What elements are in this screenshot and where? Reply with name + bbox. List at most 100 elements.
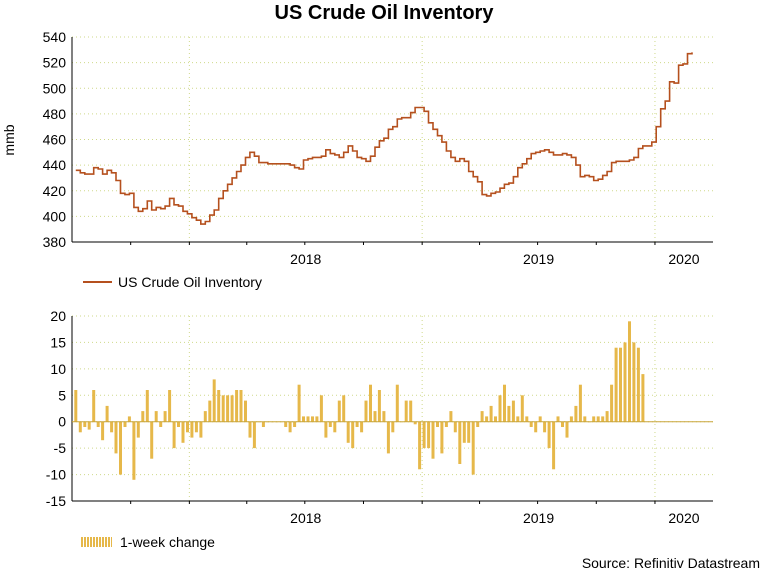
weekly-change-bar <box>337 400 341 422</box>
inventory-y-tick-label: 460 <box>43 132 67 148</box>
weekly-change-bar <box>239 390 243 422</box>
weekly-change-bar <box>592 416 596 422</box>
inventory-y-tick-label: 420 <box>43 183 67 199</box>
inventory-y-tick-label: 400 <box>43 208 67 224</box>
weekly-change-bar <box>235 390 239 422</box>
weekly-change-bar <box>628 321 631 422</box>
weekly-change-bar <box>190 421 194 438</box>
weekly-change-bar <box>119 421 122 475</box>
weekly-change-year-label: 2018 <box>290 510 321 526</box>
weekly-change-bar <box>208 400 212 422</box>
weekly-change-bar <box>543 421 547 433</box>
weekly-change-bar <box>619 347 622 422</box>
weekly-change-bar <box>141 411 145 422</box>
weekly-change-legend: 1-week change <box>80 534 215 550</box>
weekly-change-bar <box>306 416 310 422</box>
weekly-change-bar <box>226 395 230 422</box>
weekly-change-bar <box>556 416 560 422</box>
weekly-change-bar <box>422 421 426 449</box>
weekly-change-bar <box>386 421 390 454</box>
weekly-change-bar <box>489 405 493 422</box>
weekly-change-bar <box>511 400 515 422</box>
weekly-change-bar <box>364 400 368 422</box>
weekly-change-bar <box>261 421 265 427</box>
weekly-change-bar <box>181 421 185 443</box>
weekly-change-bar <box>507 405 511 422</box>
weekly-change-bar <box>641 374 645 422</box>
weekly-change-bar <box>561 421 564 427</box>
weekly-change-bar <box>444 421 448 427</box>
weekly-change-bar <box>471 421 475 475</box>
weekly-change-bar <box>552 421 556 470</box>
weekly-change-bar <box>462 421 466 443</box>
weekly-change-year-label: 2019 <box>523 510 554 526</box>
weekly-change-bar <box>409 400 413 422</box>
weekly-change-y-tick-label: 5 <box>58 387 66 403</box>
weekly-change-bar <box>525 416 529 422</box>
weekly-change-bar <box>427 421 431 449</box>
weekly-change-bar <box>578 384 582 422</box>
weekly-change-bar <box>244 400 247 422</box>
weekly-change-bar <box>333 421 337 433</box>
inventory-legend-label: US Crude Oil Inventory <box>118 274 262 290</box>
inventory-y-tick-label: 380 <box>43 234 67 250</box>
weekly-change-bar <box>248 421 252 438</box>
weekly-change-bar <box>436 421 439 427</box>
weekly-change-bar <box>636 347 640 422</box>
inventory-y-tick-label: 440 <box>43 157 67 173</box>
weekly-change-bar <box>565 421 569 438</box>
weekly-change-bar <box>150 421 154 459</box>
weekly-change-bar <box>288 421 292 433</box>
inventory-panel: 380 400 420 440 460 480 500 520 540 2018 2019 2020 <box>43 29 713 267</box>
weekly-change-bar <box>74 390 78 422</box>
weekly-change-bar <box>293 421 297 427</box>
weekly-change-bar <box>163 411 167 422</box>
weekly-change-bar <box>596 416 600 422</box>
weekly-change-bar <box>328 421 332 427</box>
weekly-change-y-tick-label: 20 <box>50 308 66 324</box>
weekly-change-y-tick-label: 15 <box>50 334 66 350</box>
weekly-change-bar <box>212 379 216 422</box>
weekly-change-bar <box>315 416 319 422</box>
weekly-change-bar <box>453 421 457 433</box>
inventory-y-tick-label: 540 <box>43 29 67 45</box>
weekly-change-bar <box>154 411 158 422</box>
weekly-change-bar <box>297 384 301 422</box>
weekly-change-bar <box>605 411 609 422</box>
weekly-change-bar <box>87 421 91 430</box>
weekly-change-bar <box>413 421 417 425</box>
weekly-change-bar <box>342 395 346 422</box>
weekly-change-bar <box>194 421 198 433</box>
weekly-change-bar <box>324 421 328 438</box>
weekly-change-bar <box>92 390 96 422</box>
weekly-change-bar <box>319 395 323 422</box>
weekly-change-bar <box>480 411 484 422</box>
weekly-change-bar <box>172 421 176 449</box>
weekly-change-bar <box>132 421 136 480</box>
weekly-change-bar <box>302 416 305 422</box>
inventory-series-line <box>75 52 693 225</box>
weekly-change-legend-label: 1-week change <box>120 534 215 550</box>
weekly-change-bar <box>252 421 256 449</box>
inventory-y-axis-label: mmb <box>1 124 17 155</box>
weekly-change-bar <box>230 395 234 422</box>
weekly-change-bar <box>632 342 636 422</box>
weekly-change-bar <box>529 421 533 427</box>
weekly-change-bar <box>569 416 573 422</box>
weekly-change-bar <box>538 416 542 422</box>
weekly-change-bar <box>534 421 538 433</box>
weekly-change-bar <box>110 421 114 433</box>
weekly-change-bar <box>221 395 225 422</box>
weekly-change-bar <box>614 347 618 422</box>
weekly-change-bar <box>101 421 105 441</box>
weekly-change-bar <box>431 421 435 459</box>
weekly-change-bar <box>467 421 471 443</box>
weekly-change-bar <box>136 421 140 438</box>
weekly-change-bar <box>583 416 587 422</box>
inventory-y-tick-label: 500 <box>43 80 67 96</box>
weekly-change-panel: -15 -10 -5 0 5 10 15 20 2018 2019 2020 <box>46 308 713 526</box>
weekly-change-bar <box>123 421 127 427</box>
weekly-change-bar <box>485 416 489 422</box>
weekly-change-bar <box>458 421 462 464</box>
